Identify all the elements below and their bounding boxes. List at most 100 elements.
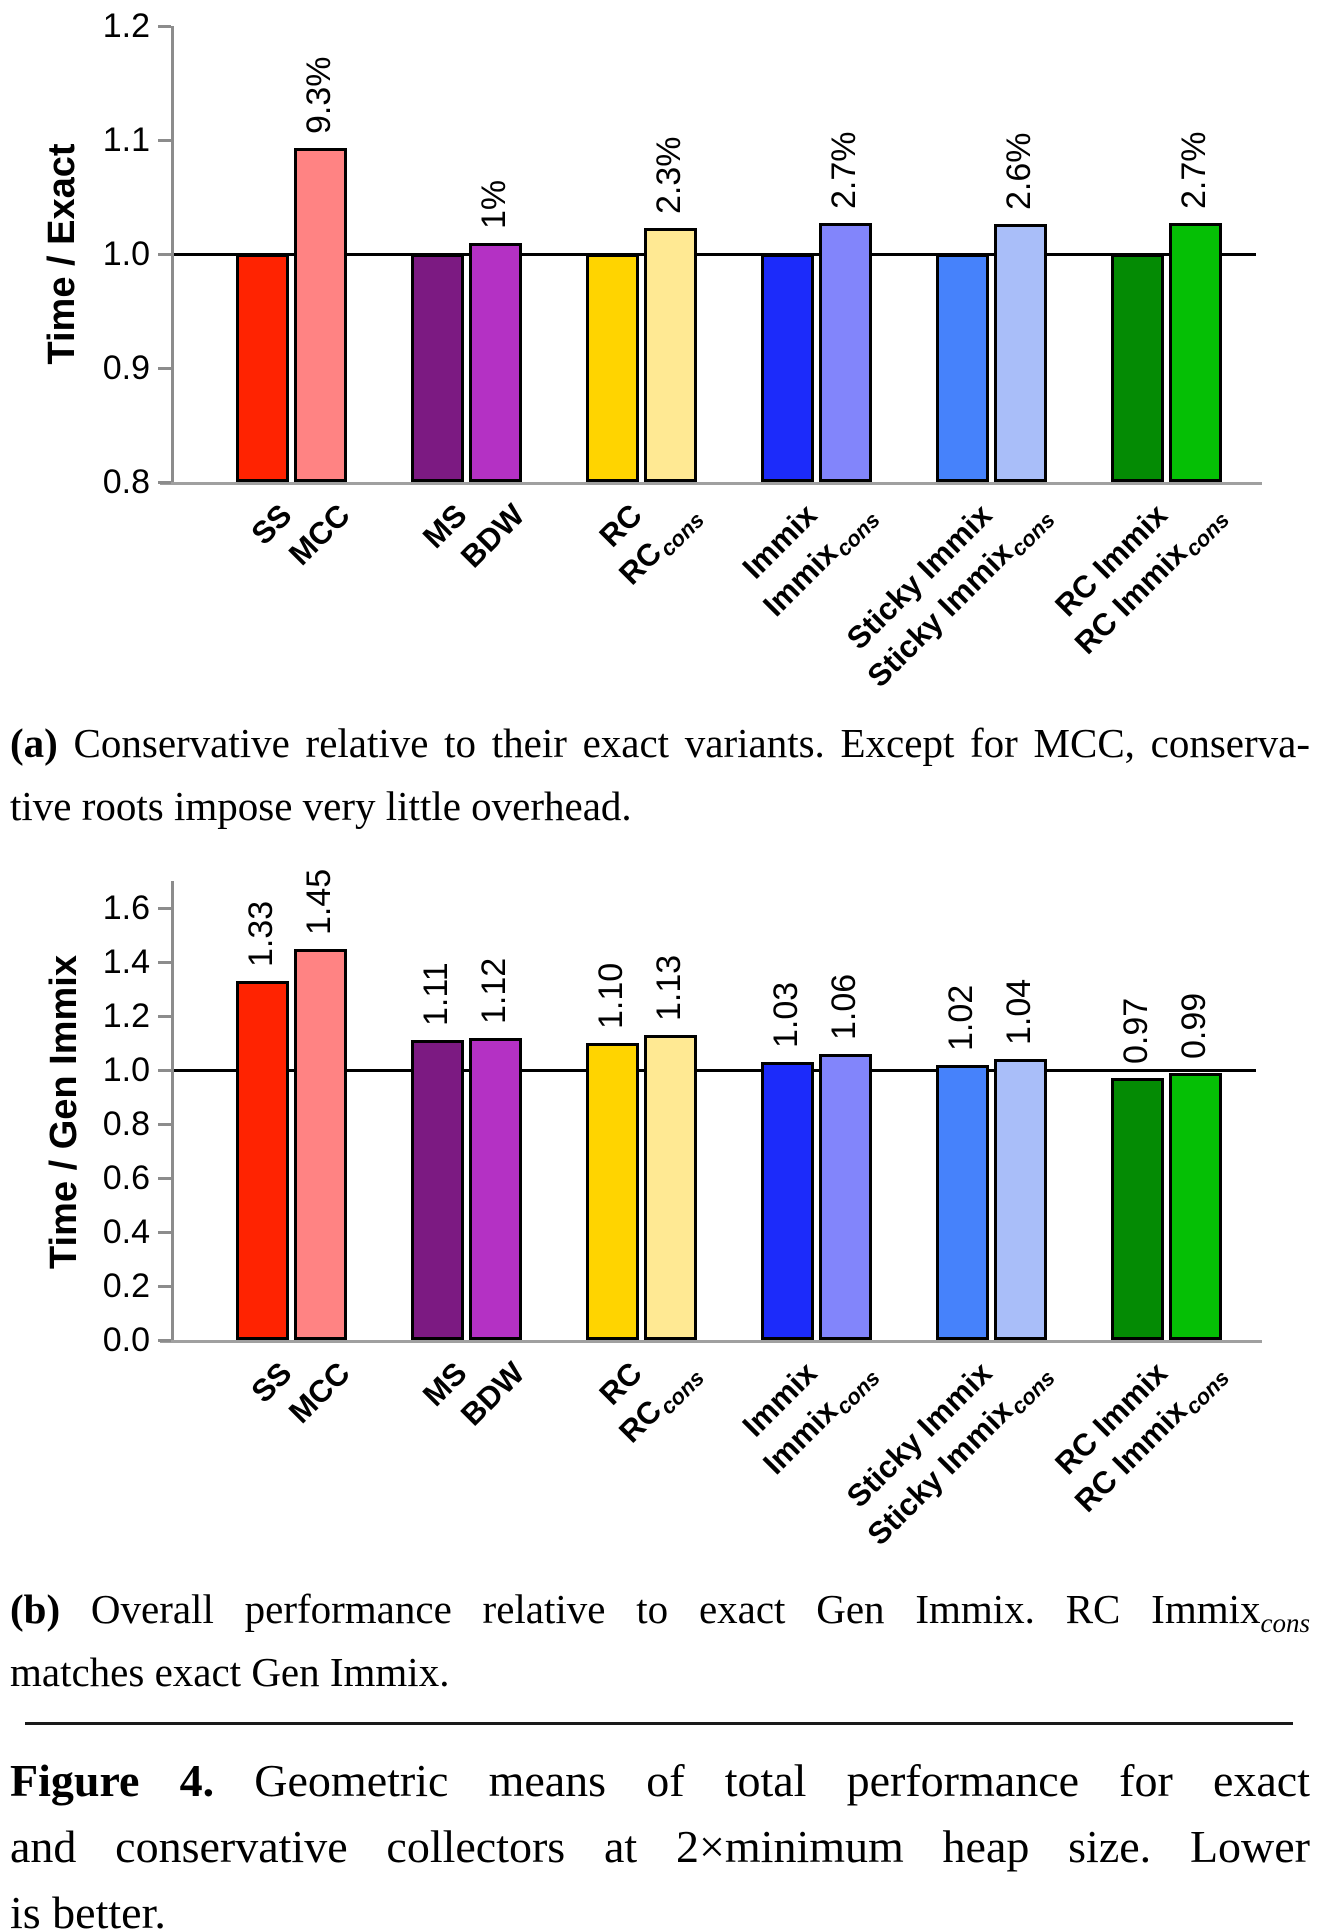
y-axis-line — [171, 26, 174, 485]
chart-b-y-axis-title: Time / Gen Immix — [43, 955, 85, 1269]
caption-line: and conservative collectors at 2×minimum… — [10, 1814, 1310, 1880]
y-tick-label: 0.0 — [102, 1321, 150, 1359]
bar-value-label: 1.10 — [591, 962, 630, 1029]
caption-line: matches exact Gen Immix. — [10, 1641, 1310, 1704]
reference-line-1x — [174, 1068, 1256, 1072]
chart-b-plot: 1.6 1.4 1.2 1.0 0.8 0.6 0.4 0.2 0.0 1.33 SS 1.45 MCC… — [103, 868, 1262, 1552]
x-axis-label-mcc: MCC — [281, 1355, 357, 1430]
bar-ms — [411, 1040, 464, 1340]
x-axis-label-bdw: BDW — [454, 497, 532, 575]
caption-text: cons — [1260, 1608, 1311, 1639]
figure-rule — [25, 1722, 1293, 1725]
y-tick — [158, 1176, 171, 1180]
bar-immix-cons — [819, 223, 872, 482]
caption-text: Conservative relative to their exact var… — [57, 720, 1311, 766]
y-tick-label: 0.8 — [102, 463, 150, 501]
bar-sticky-immix — [936, 254, 989, 482]
bar-value-label: 1.06 — [824, 973, 863, 1040]
bar-rc-immix — [1111, 254, 1164, 482]
y-tick-label: 1.0 — [102, 1051, 150, 1089]
y-tick-label: 1.6 — [102, 889, 150, 927]
bar-value-label: 2.6% — [999, 132, 1038, 211]
caption-line: tive roots impose very little overhead. — [10, 775, 1310, 838]
y-tick — [158, 1122, 171, 1126]
y-tick — [158, 1068, 171, 1072]
bar-value-label: 1.03 — [766, 981, 805, 1048]
y-tick-label: 0.2 — [102, 1267, 150, 1305]
figure-caption: Figure 4. Geometric means of total perfo… — [10, 1748, 1310, 1930]
bar-value-label: 1.04 — [999, 979, 1038, 1046]
bar-mcc — [294, 147, 347, 482]
bar-sticky-immix — [936, 1064, 989, 1340]
bar-rc-immix — [1111, 1078, 1164, 1340]
bar-ss — [236, 980, 289, 1340]
y-tick — [158, 480, 171, 484]
caption-b: (b) Overall performance relative to exac… — [10, 1578, 1310, 1704]
bar-value-label: 1.45 — [299, 868, 338, 935]
bar-rc-cons — [644, 227, 697, 482]
caption-text: tive roots impose very little overhead. — [10, 783, 632, 829]
bar-value-label: 2.7% — [1174, 131, 1213, 210]
x-axis-label-subscript: cons — [1005, 507, 1060, 562]
x-axis-label-mcc: MCC — [281, 497, 357, 572]
y-tick-label: 0.9 — [102, 349, 150, 387]
x-axis-label-subscript: cons — [655, 1365, 710, 1420]
bar-rc — [586, 254, 639, 482]
bar-bdw — [469, 242, 522, 482]
bar-rc — [586, 1043, 639, 1340]
x-axis-label-bdw: BDW — [454, 1355, 532, 1433]
bar-rc-immix-cons — [1169, 1072, 1222, 1340]
bar-mcc — [294, 948, 347, 1340]
bar-rc-cons — [644, 1034, 697, 1340]
bar-immix-cons — [819, 1053, 872, 1340]
y-tick — [158, 138, 171, 142]
bar-value-label: 2.7% — [824, 131, 863, 210]
reference-line-1x — [174, 252, 1256, 256]
caption-line: (a) Conservative relative to their exact… — [10, 712, 1310, 775]
y-axis-line — [171, 881, 174, 1343]
bar-value-label: 1.12 — [474, 957, 513, 1024]
caption-text: (a) — [10, 720, 58, 766]
bar-value-label: 0.99 — [1174, 992, 1213, 1059]
y-tick-label: 1.2 — [102, 997, 150, 1035]
bar-ss — [236, 254, 289, 482]
bar-value-label: 1.13 — [649, 954, 688, 1021]
bar-value-label: 1.33 — [241, 900, 280, 967]
y-tick — [158, 1338, 171, 1342]
x-axis-line — [160, 482, 1262, 485]
chart-a-y-axis-title: Time / Exact — [41, 143, 83, 365]
bar-bdw — [469, 1037, 522, 1340]
bar-value-label: 1.11 — [416, 962, 455, 1027]
bar-sticky-immix-cons — [994, 224, 1047, 482]
bar-immix — [761, 254, 814, 482]
bar-value-label: 1% — [474, 179, 513, 229]
x-axis-label-subscript: cons — [830, 507, 885, 562]
y-tick — [158, 252, 171, 256]
caption-line: Figure 4. Geometric means of total perfo… — [10, 1748, 1310, 1814]
caption-text: is better. — [10, 1887, 166, 1930]
y-tick-label: 0.8 — [102, 1105, 150, 1143]
y-tick — [158, 366, 171, 370]
x-axis-label-subscript: cons — [1180, 1365, 1235, 1420]
y-tick — [158, 960, 171, 964]
y-tick-label: 1.2 — [102, 7, 150, 45]
y-tick — [158, 24, 171, 28]
y-tick — [158, 906, 171, 910]
caption-line: is better. — [10, 1880, 1310, 1930]
caption-text: matches exact Gen Immix. — [10, 1649, 450, 1695]
chart-a-plot: 1.2 1.1 1.0 0.9 0.8 SS 9.3% MCC MS 1% BDW RC 2.3% RCc… — [103, 7, 1262, 694]
bar-sticky-immix-cons — [994, 1059, 1047, 1340]
bar-value-label: 1.02 — [941, 984, 980, 1051]
caption-line: (b) Overall performance relative to exac… — [10, 1578, 1310, 1641]
y-tick-label: 0.4 — [102, 1213, 150, 1251]
y-tick-label: 1.0 — [102, 235, 150, 273]
caption-a: (a) Conservative relative to their exact… — [10, 712, 1310, 838]
caption-text: Geometric means of total performance for… — [214, 1755, 1310, 1806]
x-axis-label-subscript: cons — [655, 507, 710, 562]
y-tick — [158, 1230, 171, 1234]
bar-value-label: 9.3% — [299, 56, 338, 134]
bar-ms — [411, 254, 464, 482]
caption-text: Figure 4. — [10, 1755, 215, 1806]
caption-text: Overall performance relative to exact Ge… — [60, 1586, 1261, 1632]
